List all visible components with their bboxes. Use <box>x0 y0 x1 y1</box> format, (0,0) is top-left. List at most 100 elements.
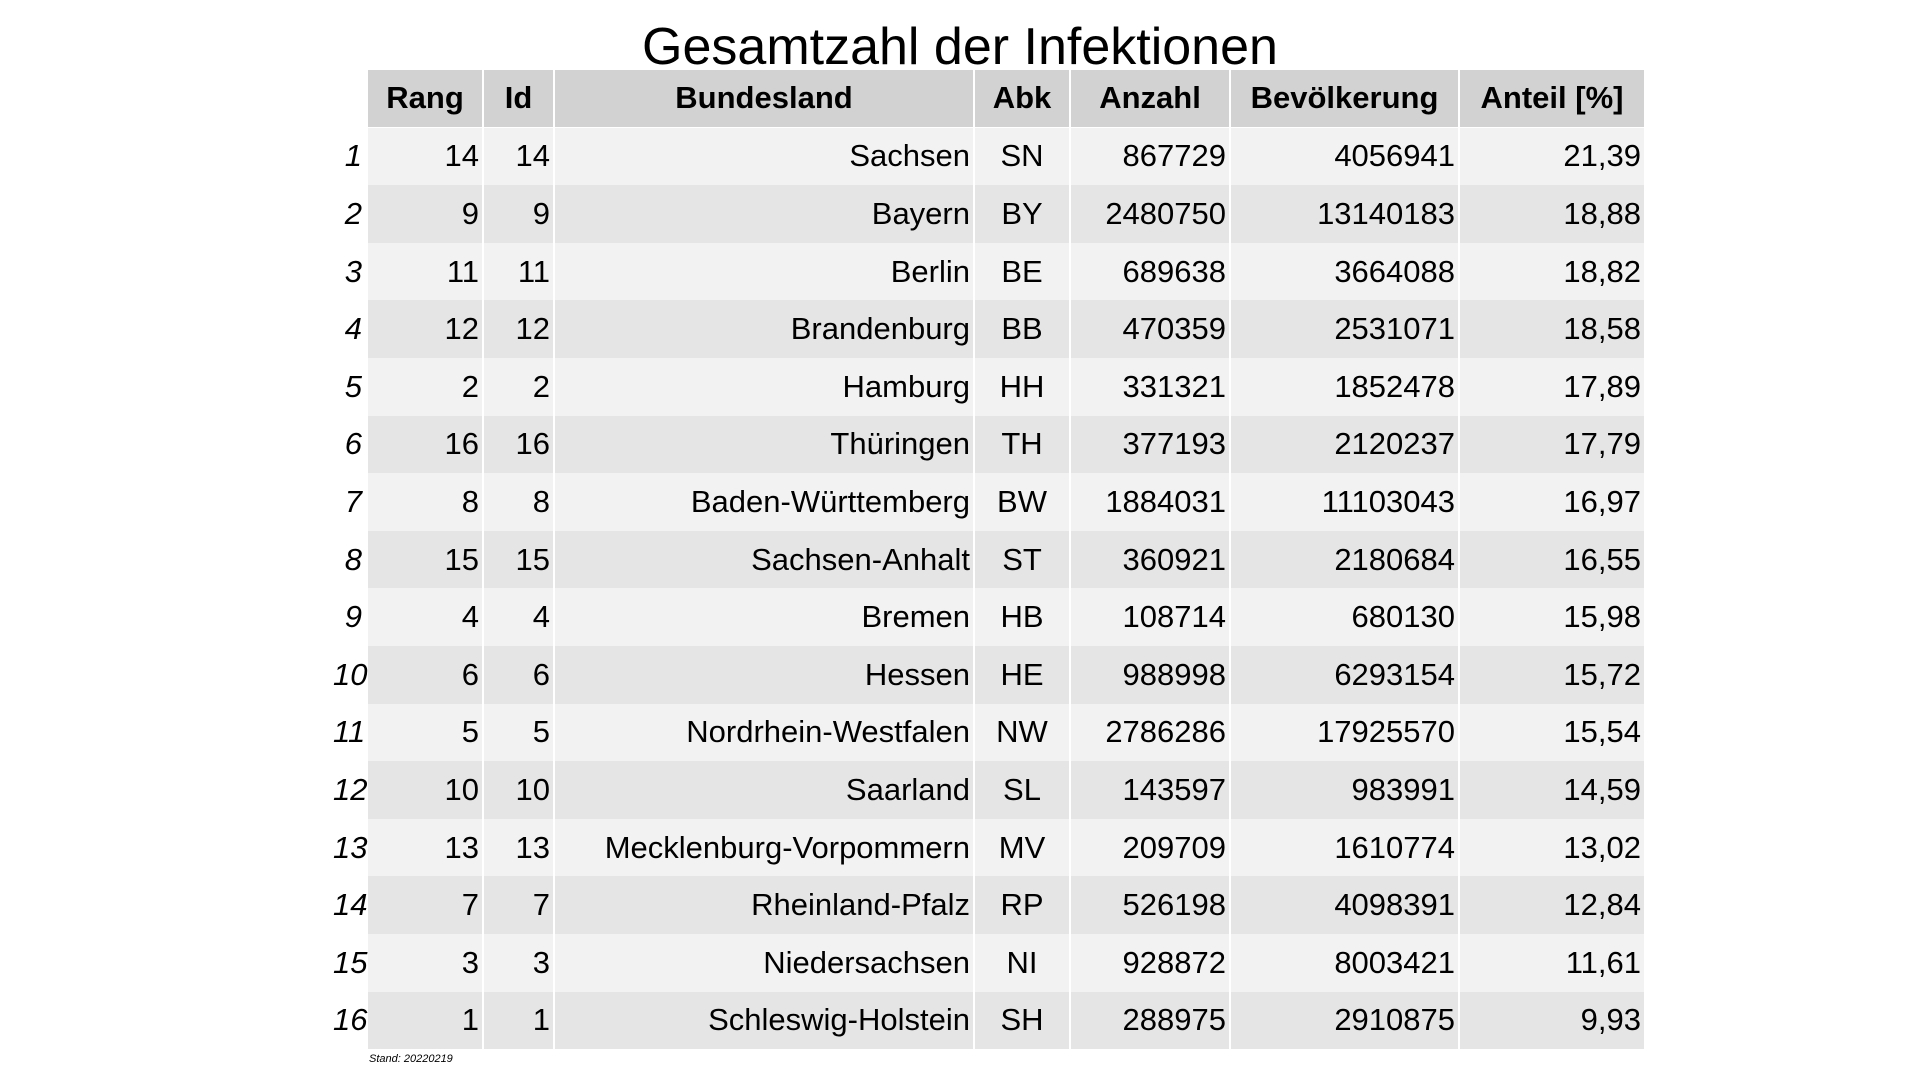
cell-rang: 2 <box>368 357 484 416</box>
header-cell-index <box>330 70 368 128</box>
header-cell-rang: Rang <box>368 70 484 128</box>
cell-rang: 7 <box>368 876 484 934</box>
cell-anteil: 21,39 <box>1460 127 1644 186</box>
cell-anteil: 18,58 <box>1460 300 1644 358</box>
cell-anzahl: 360921 <box>1071 530 1231 589</box>
cell-anzahl: 108714 <box>1071 588 1231 646</box>
cell-bevoelkerung: 2180684 <box>1231 530 1460 589</box>
cell-anzahl: 331321 <box>1071 357 1231 416</box>
cell-bundesland: Sachsen <box>555 127 975 186</box>
cell-bundesland: Brandenburg <box>555 300 975 358</box>
cell-id: 12 <box>484 300 555 358</box>
cell-anteil: 13,02 <box>1460 818 1644 877</box>
cell-abk: SH <box>975 991 1071 1050</box>
cell-rang: 5 <box>368 703 484 762</box>
header-cell-abk: Abk <box>975 70 1071 128</box>
cell-rang: 14 <box>368 127 484 186</box>
header-cell-id: Id <box>484 70 555 128</box>
cell-bevoelkerung: 983991 <box>1231 761 1460 819</box>
cell-abk: MV <box>975 818 1071 877</box>
cell-anzahl: 209709 <box>1071 818 1231 877</box>
cell-anzahl: 2786286 <box>1071 703 1231 762</box>
table-row: 1 14 14 Sachsen SN 867729 4056941 21,39 <box>330 127 1644 186</box>
cell-row-index: 16 <box>330 991 368 1050</box>
cell-bundesland: Berlin <box>555 242 975 301</box>
cell-rang: 1 <box>368 991 484 1050</box>
cell-row-index: 15 <box>330 933 368 992</box>
cell-id: 15 <box>484 530 555 589</box>
cell-rang: 8 <box>368 473 484 531</box>
cell-abk: HE <box>975 645 1071 704</box>
cell-bevoelkerung: 6293154 <box>1231 645 1460 704</box>
cell-rang: 3 <box>368 933 484 992</box>
cell-bevoelkerung: 4098391 <box>1231 876 1460 934</box>
cell-bundesland: Rheinland-Pfalz <box>555 876 975 934</box>
cell-rang: 16 <box>368 415 484 474</box>
cell-rang: 11 <box>368 242 484 301</box>
table-row: 15 3 3 Niedersachsen NI 928872 8003421 11,61 <box>330 933 1644 992</box>
cell-bundesland: Hamburg <box>555 357 975 416</box>
cell-anteil: 9,93 <box>1460 991 1644 1050</box>
cell-bevoelkerung: 680130 <box>1231 588 1460 646</box>
cell-bevoelkerung: 2120237 <box>1231 415 1460 474</box>
cell-row-index: 4 <box>330 300 368 358</box>
cell-id: 2 <box>484 357 555 416</box>
cell-row-index: 9 <box>330 588 368 646</box>
table-row: 5 2 2 Hamburg HH 331321 1852478 17,89 <box>330 357 1644 416</box>
cell-bevoelkerung: 2910875 <box>1231 991 1460 1050</box>
cell-id: 10 <box>484 761 555 819</box>
cell-anteil: 12,84 <box>1460 876 1644 934</box>
cell-abk: HH <box>975 357 1071 416</box>
cell-bevoelkerung: 3664088 <box>1231 242 1460 301</box>
cell-row-index: 14 <box>330 876 368 934</box>
cell-rang: 9 <box>368 185 484 243</box>
cell-id: 6 <box>484 645 555 704</box>
cell-rang: 10 <box>368 761 484 819</box>
cell-rang: 4 <box>368 588 484 646</box>
cell-anteil: 11,61 <box>1460 933 1644 992</box>
cell-abk: NI <box>975 933 1071 992</box>
header-cell-bevoelkerung: Bevölkerung <box>1231 70 1460 128</box>
cell-rang: 15 <box>368 530 484 589</box>
page-title: Gesamtzahl der Infektionen <box>642 18 1278 76</box>
header-cell-bundesland: Bundesland <box>555 70 975 128</box>
cell-anzahl: 867729 <box>1071 127 1231 186</box>
cell-anteil: 15,54 <box>1460 703 1644 762</box>
header-cell-anteil: Anteil [%] <box>1460 70 1644 128</box>
cell-bundesland: Thüringen <box>555 415 975 474</box>
cell-abk: SN <box>975 127 1071 186</box>
cell-rang: 6 <box>368 645 484 704</box>
cell-id: 1 <box>484 991 555 1050</box>
cell-abk: RP <box>975 876 1071 934</box>
cell-row-index: 3 <box>330 242 368 301</box>
table-body: 1 14 14 Sachsen SN 867729 4056941 21,39 2 9 9 Bayer… <box>330 127 1644 1050</box>
cell-anteil: 15,72 <box>1460 645 1644 704</box>
cell-id: 11 <box>484 242 555 301</box>
cell-anteil: 15,98 <box>1460 588 1644 646</box>
cell-id: 14 <box>484 127 555 186</box>
infection-table: Rang Id Bundesland Abk Anzahl Bevölkerun… <box>330 70 1644 1050</box>
cell-anzahl: 288975 <box>1071 991 1231 1050</box>
cell-row-index: 7 <box>330 473 368 531</box>
cell-abk: ST <box>975 530 1071 589</box>
cell-id: 9 <box>484 185 555 243</box>
cell-row-index: 12 <box>330 761 368 819</box>
table-row: 8 15 15 Sachsen-Anhalt ST 360921 2180684 16,55 <box>330 530 1644 589</box>
table-row: 9 4 4 Bremen HB 108714 680130 15,98 <box>330 588 1644 646</box>
cell-row-index: 5 <box>330 357 368 416</box>
cell-anzahl: 988998 <box>1071 645 1231 704</box>
cell-anteil: 18,82 <box>1460 242 1644 301</box>
cell-bundesland: Baden-Württemberg <box>555 473 975 531</box>
table-header-row: Rang Id Bundesland Abk Anzahl Bevölkerun… <box>330 70 1644 128</box>
header-cell-anzahl: Anzahl <box>1071 70 1231 128</box>
cell-abk: BE <box>975 242 1071 301</box>
cell-bevoelkerung: 8003421 <box>1231 933 1460 992</box>
cell-abk: NW <box>975 703 1071 762</box>
cell-abk: SL <box>975 761 1071 819</box>
cell-id: 13 <box>484 818 555 877</box>
table-row: 13 13 13 Mecklenburg-Vorpommern MV 209709 1610… <box>330 818 1644 877</box>
cell-anteil: 16,97 <box>1460 473 1644 531</box>
table-row: 4 12 12 Brandenburg BB 470359 2531071 18,58 <box>330 300 1644 358</box>
cell-id: 7 <box>484 876 555 934</box>
cell-row-index: 10 <box>330 645 368 704</box>
